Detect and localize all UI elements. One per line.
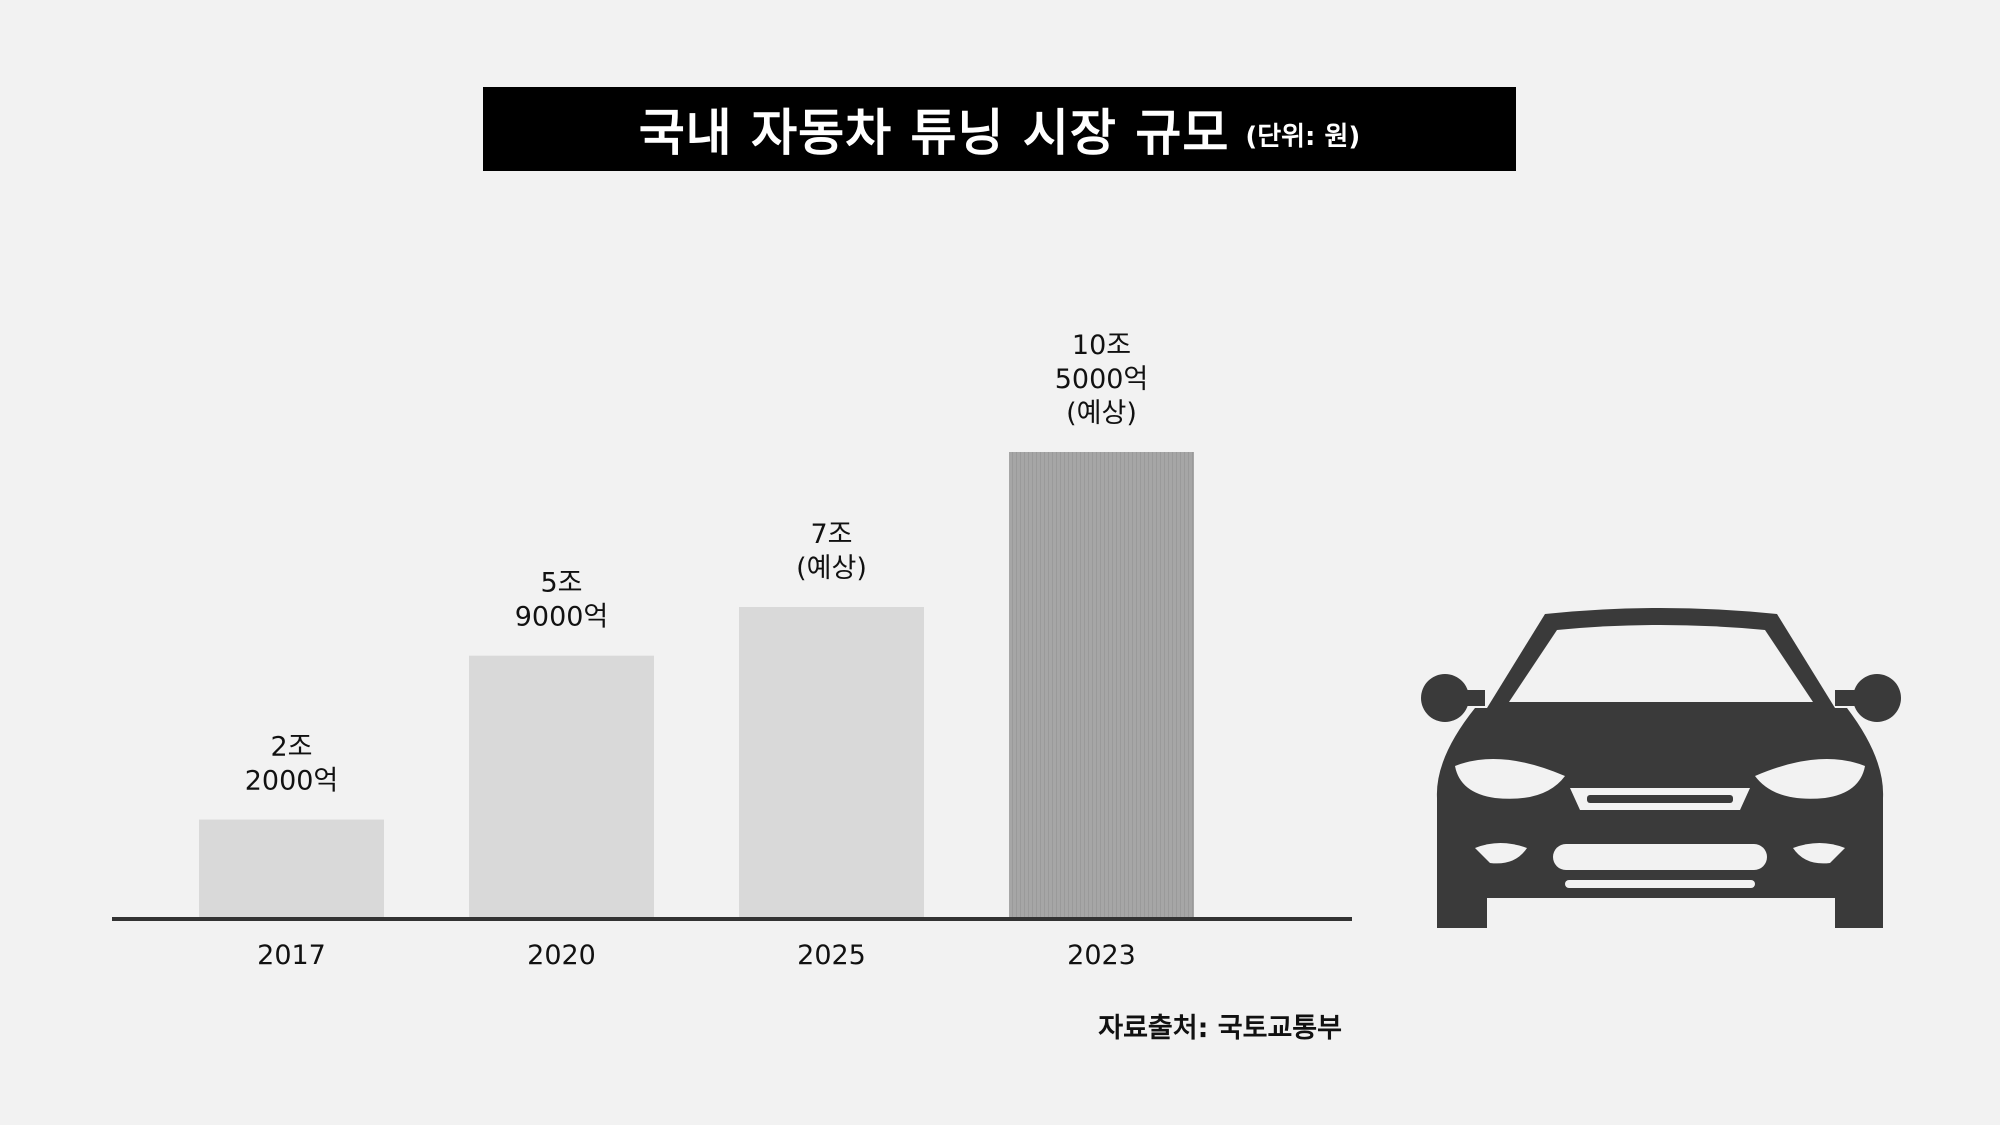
data-label-2023-0: 10조 (1072, 330, 1131, 361)
title-banner: 국내 자동차 튜닝 시장 규모 (단위: 원) (483, 87, 1516, 171)
data-label-2023-2: (예상) (1066, 398, 1137, 429)
data-label-2023-1: 5000억 (1055, 364, 1149, 395)
car-front-icon (1421, 608, 1901, 928)
data-label-2020-1: 9000억 (515, 602, 609, 633)
unit-label: (단위: 원) (1245, 121, 1361, 152)
data-label-2020-0: 5조 (540, 568, 582, 599)
x-tick-2017: 2017 (257, 940, 326, 971)
source-note: 자료출처: 국토교통부 (1098, 1013, 1342, 1044)
bars (199, 452, 1194, 917)
data-label-2017-0: 2조 (270, 732, 312, 763)
data-label-2025-0: 7조 (810, 519, 852, 550)
bar-2025 (739, 607, 924, 917)
bar-2017 (199, 819, 384, 917)
data-label-2017-1: 2000억 (245, 766, 339, 797)
x-axis-ticks: 2017 2020 2025 2023 (257, 940, 1136, 971)
x-tick-2025: 2025 (797, 940, 866, 971)
bar-2020 (469, 655, 654, 917)
bar-2023 (1009, 452, 1194, 917)
chart-title: 국내 자동차 튜닝 시장 규모 (638, 104, 1230, 162)
data-label-2025-1: (예상) (796, 553, 867, 584)
x-tick-2020: 2020 (527, 940, 596, 971)
x-tick-2023: 2023 (1067, 940, 1136, 971)
